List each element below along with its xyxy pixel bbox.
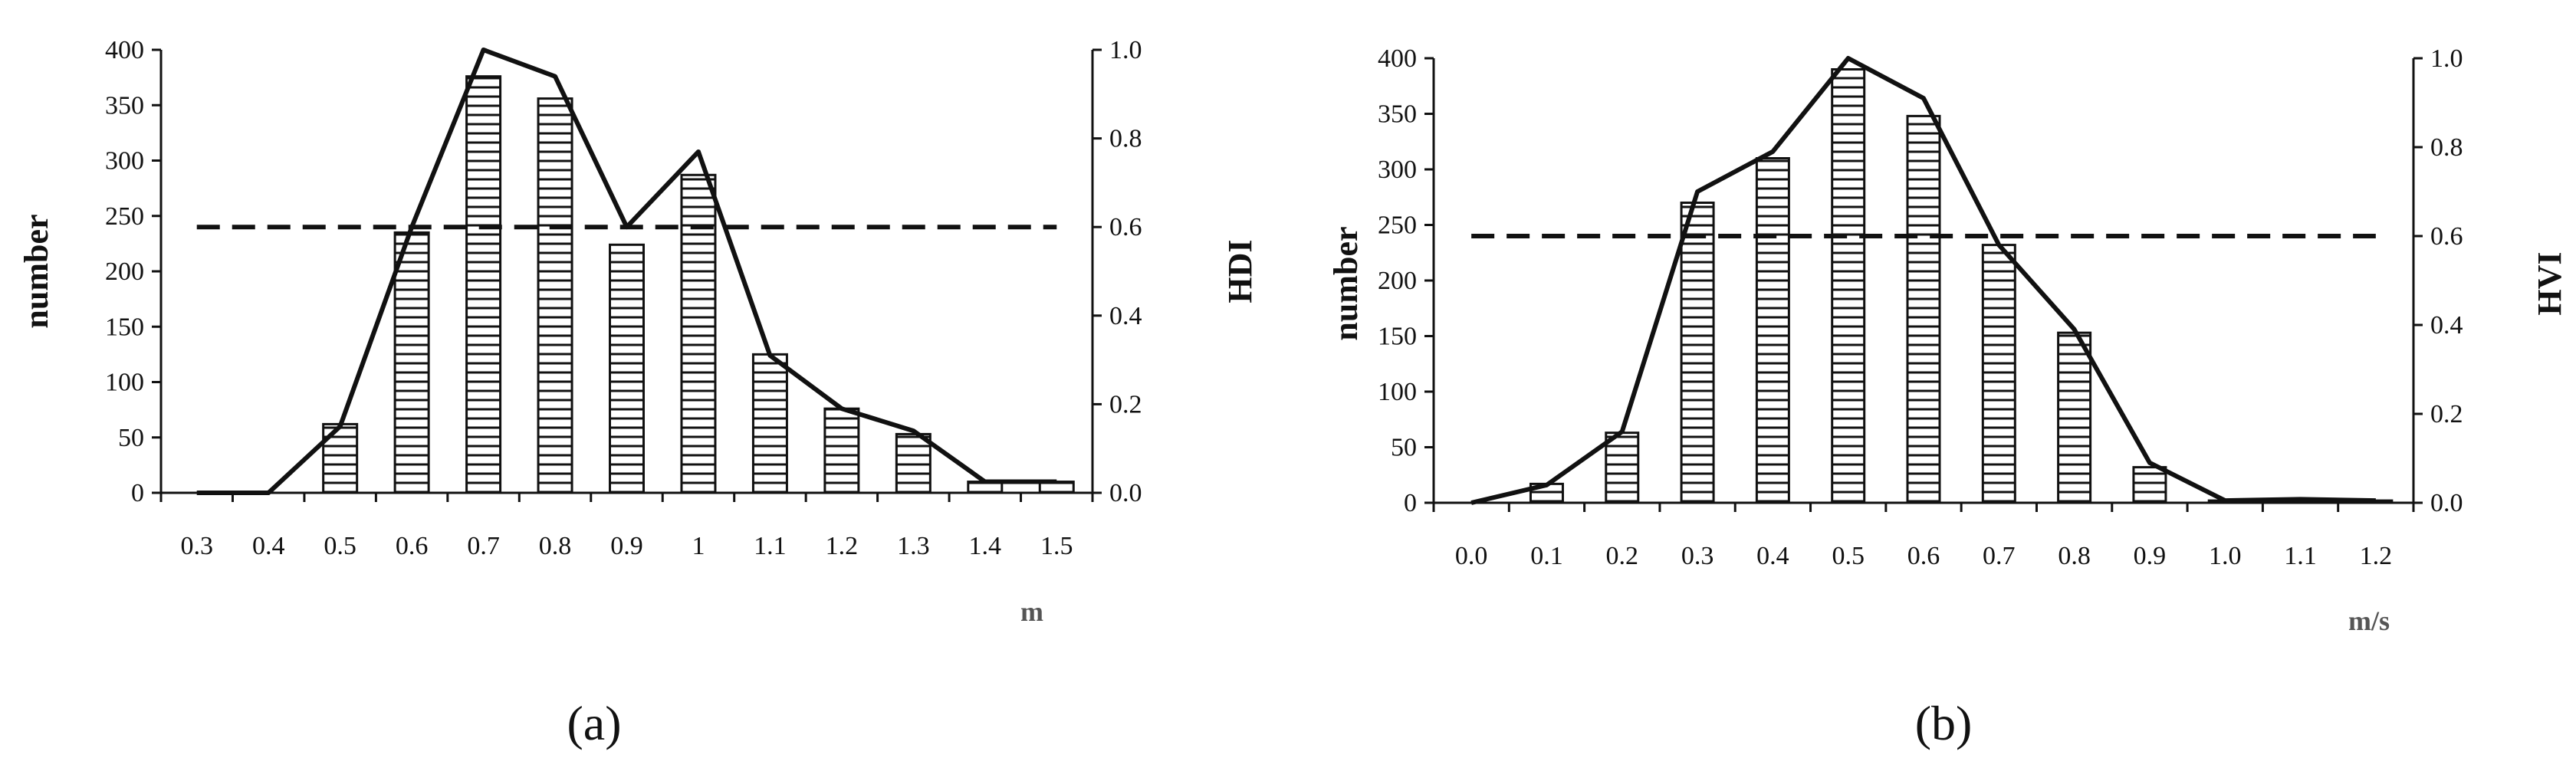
panel-b-y2-tick-label-4: 0.8 <box>2430 133 2463 162</box>
panel-a-x-tick-label-7: 1 <box>692 532 705 560</box>
panel-a-bar-9 <box>823 407 860 494</box>
panel-a-y-tick-label-5: 250 <box>105 202 144 231</box>
panel-b-y-tick-label-8: 400 <box>1378 44 1417 73</box>
panel-b-x-tick-label-10: 1.0 <box>2209 542 2242 570</box>
panel-a-bars <box>322 75 1075 494</box>
panel-a-y-tick-label-8: 400 <box>105 36 144 64</box>
panel-a-bar-10 <box>895 432 932 494</box>
panel-b-bar-6 <box>1906 114 1941 504</box>
panel-a-bar-7 <box>680 173 717 494</box>
panel-a-x-tick-label-12: 1.5 <box>1040 532 1073 560</box>
panel-b-y2-ticks: 0.0 0.2 0.4 0.6 0.8 1.0 <box>2413 44 2463 517</box>
panel-b-y-tick-label-3: 150 <box>1378 323 1417 351</box>
panel-b-bar-9 <box>2132 466 2167 504</box>
panel-a-x-ticks: 0.3 0.4 0.5 0.6 0.7 0.8 0.9 1 1.1 1.2 1.3 1.4 1.5 <box>159 493 1094 560</box>
panel-b-x-tick-label-8: 0.8 <box>2058 542 2091 570</box>
panel-b-y-axis-title: number <box>1327 226 1365 340</box>
panel-b-y-tick-label-4: 200 <box>1378 267 1417 295</box>
panel-b-bar-8 <box>2057 331 2092 504</box>
panel-b-label: (b) <box>1915 696 1973 750</box>
panel-b-bar-4 <box>1755 157 1790 504</box>
panel-a-x-tick-label-3: 0.6 <box>396 532 429 560</box>
panel-a-x-tick-label-8: 1.1 <box>754 532 787 560</box>
panel-a-y-tick-label-1: 50 <box>118 424 144 452</box>
panel-b-x-tick-label-5: 0.5 <box>1832 542 1865 570</box>
panel-b: 0 50 100 150 200 250 300 350 400 0.0 0.2 0.4 0.6 0.8… <box>1327 44 2568 750</box>
panel-b-x-ticks: 0.0 0.1 0.2 0.3 0.4 0.5 0.6 0.7 0.8 0.9 1.0 1.1 1.2 <box>1432 503 2415 570</box>
panel-a-y2-tick-label-1: 0.2 <box>1109 390 1142 418</box>
panel-b-y-tick-label-2: 100 <box>1378 378 1417 406</box>
panel-b-y-ticks: 0 50 100 150 200 250 300 350 400 <box>1378 44 1434 517</box>
panel-b-x-tick-label-3: 0.3 <box>1681 542 1714 570</box>
panel-a-y-tick-label-6: 300 <box>105 147 144 176</box>
panel-a-x-tick-label-10: 1.3 <box>897 532 930 560</box>
panel-b-y-tick-label-7: 350 <box>1378 100 1417 129</box>
panel-b-y-tick-label-6: 300 <box>1378 156 1417 184</box>
panel-b-y2-tick-label-1: 0.2 <box>2430 400 2463 428</box>
panel-b-y-tick-label-5: 250 <box>1378 212 1417 240</box>
panel-a-x-tick-label-4: 0.7 <box>467 532 500 560</box>
panel-b-index-line <box>1470 56 2376 505</box>
panel-a-label: (a) <box>567 696 621 750</box>
panel-a-x-tick-label-6: 0.9 <box>610 532 643 560</box>
panel-a-y2-ticks: 0.0 0.2 0.4 0.6 0.8 1.0 <box>1092 36 1142 507</box>
panel-b-x-tick-label-9: 0.9 <box>2134 542 2167 570</box>
panel-a-y2-axis-title: HDI <box>1221 239 1259 303</box>
panel-a-x-tick-label-9: 1.2 <box>826 532 859 560</box>
panel-a-bar-5 <box>537 97 573 494</box>
panel-b-x-tick-label-11: 1.1 <box>2284 542 2317 570</box>
panel-a-y2-tick-label-3: 0.6 <box>1109 213 1142 241</box>
panel-a-bar-8 <box>751 353 788 494</box>
panel-a-x-tick-label-1: 0.4 <box>252 532 285 560</box>
panel-b-x-tick-label-4: 0.4 <box>1756 542 1789 570</box>
panel-a-y-axis-title: number <box>18 214 55 328</box>
panel-b-x-tick-label-7: 0.7 <box>1983 542 2016 570</box>
panel-b-bar-2 <box>1605 432 1640 504</box>
panel-a-y-tick-label-4: 200 <box>105 258 144 286</box>
panel-b-y2-tick-label-2: 0.4 <box>2430 311 2463 340</box>
panel-b-y2-tick-label-0: 0.0 <box>2430 489 2463 517</box>
panel-a-y2-tick-label-4: 0.8 <box>1109 125 1142 153</box>
panel-b-y2-tick-label-3: 0.6 <box>2430 222 2463 251</box>
panel-b-y2-tick-label-5: 1.0 <box>2430 44 2463 73</box>
panel-a-x-unit: m <box>1020 596 1043 627</box>
panel-b-bars <box>1529 68 2394 504</box>
panel-a-y2-tick-label-0: 0.0 <box>1109 479 1142 507</box>
panel-b-x-tick-label-2: 0.2 <box>1606 542 1639 570</box>
panel-b-bar-3 <box>1680 202 1715 504</box>
panel-b-x-tick-label-0: 0.0 <box>1455 542 1488 570</box>
panel-b-bar-5 <box>1831 68 1866 504</box>
panel-a-bar-3 <box>393 231 430 494</box>
panel-b-y-tick-label-1: 50 <box>1391 434 1417 462</box>
panel-a-y-ticks: 0 50 100 150 200 250 300 350 400 <box>105 36 161 507</box>
panel-b-x-unit: m/s <box>2348 605 2390 636</box>
panel-a-y-tick-label-7: 350 <box>105 91 144 120</box>
panel-b-x-tick-label-6: 0.6 <box>1907 542 1940 570</box>
panel-b-y-tick-label-0: 0 <box>1404 489 1417 517</box>
panel-a-x-tick-label-5: 0.8 <box>539 532 572 560</box>
panel-b-x-tick-label-1: 0.1 <box>1530 542 1563 570</box>
panel-a: 0 50 100 150 200 250 300 350 400 0.0 0.2 0.4 0.6 0.8… <box>18 36 1259 750</box>
panel-a-x-tick-label-0: 0.3 <box>180 532 213 560</box>
panel-a-bar-6 <box>609 243 645 494</box>
panel-a-x-tick-label-11: 1.4 <box>969 532 1002 560</box>
panel-b-y2-axis-title: HVI <box>2531 251 2568 315</box>
panel-a-y-tick-label-0: 0 <box>131 479 144 507</box>
panel-b-bar-7 <box>1981 244 2016 504</box>
panel-a-bar-4 <box>465 75 502 494</box>
panel-a-y2-tick-label-5: 1.0 <box>1109 36 1142 64</box>
panel-a-y-tick-label-2: 100 <box>105 369 144 397</box>
panel-a-x-tick-label-2: 0.5 <box>324 532 356 560</box>
panel-b-x-tick-label-12: 1.2 <box>2360 542 2393 570</box>
panel-a-y-tick-label-3: 150 <box>105 313 144 341</box>
panel-a-y2-tick-label-2: 0.4 <box>1109 302 1142 330</box>
